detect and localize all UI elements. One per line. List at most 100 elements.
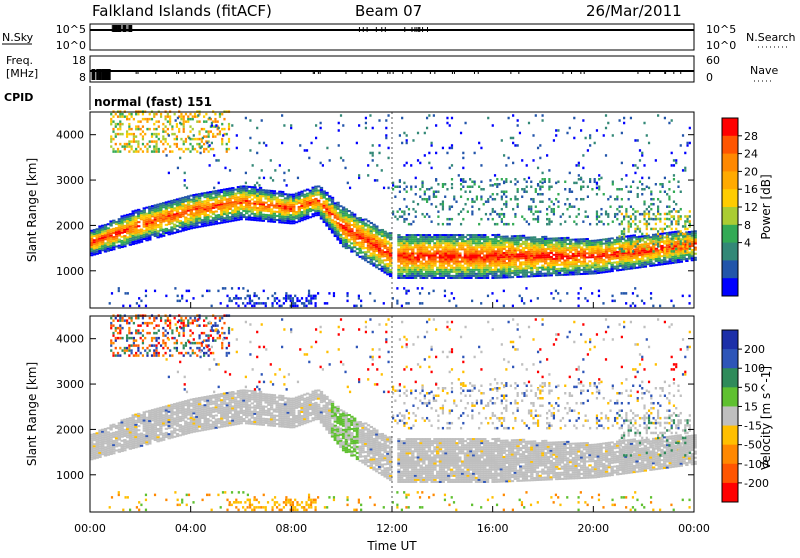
power-cell [684, 215, 686, 217]
power-cell [412, 200, 414, 202]
power-cell [535, 205, 537, 207]
power-cell [689, 127, 691, 129]
power-cell [112, 150, 114, 152]
power-cell [426, 127, 428, 129]
power-cell [406, 139, 408, 141]
power-cell [185, 140, 187, 142]
power-cell [453, 236, 456, 238]
power-cell [228, 128, 230, 130]
power-cell [659, 213, 661, 215]
power-cell [589, 223, 591, 225]
power-cell [245, 182, 247, 184]
power-cell [643, 200, 645, 202]
power-cell [364, 259, 367, 261]
power-cell [621, 198, 623, 200]
power-cell [461, 238, 464, 240]
beam-title: Beam 07 [355, 2, 422, 20]
power-cell [117, 128, 119, 130]
power-cell [646, 213, 648, 215]
power-cell [137, 221, 140, 223]
power-cell [621, 188, 623, 190]
power-cell [155, 120, 157, 122]
power-cell [153, 115, 155, 117]
power-cell [563, 251, 566, 253]
power-cell [345, 243, 348, 245]
power-cell [526, 190, 528, 192]
power-cell [523, 218, 525, 220]
power-cell [394, 215, 396, 217]
power-cell [680, 261, 683, 263]
power-cell [112, 128, 114, 130]
power-cell [637, 139, 639, 141]
power-cell [265, 144, 267, 146]
power-cell [359, 217, 362, 219]
power-cell [245, 172, 247, 174]
power-cell [406, 205, 408, 207]
power-cell [419, 261, 422, 263]
power-cell [575, 223, 577, 225]
power-cell [137, 140, 139, 142]
power-cell [630, 223, 632, 225]
power-cell [671, 220, 673, 222]
power-cell [596, 193, 598, 195]
power-cell [625, 215, 627, 217]
power-cell [686, 233, 688, 235]
power-cell [666, 213, 668, 215]
power-cell [532, 159, 534, 161]
power-cell [424, 132, 426, 134]
power-cell [668, 181, 670, 183]
power-cell [619, 210, 621, 212]
power-cell [496, 186, 498, 188]
power-cell [410, 223, 412, 225]
power-cell [514, 198, 516, 200]
power-cell [115, 125, 117, 127]
power-cell [492, 193, 494, 195]
power-cell [671, 210, 673, 212]
power-cell [469, 244, 472, 246]
power-cell [121, 115, 123, 117]
power-cell [442, 186, 444, 188]
power-cell [544, 181, 546, 183]
power-cell [558, 260, 561, 262]
power-cell [401, 305, 403, 307]
power-cell [433, 193, 435, 195]
power-cell [462, 186, 464, 188]
power-cell [603, 134, 605, 136]
power-cell [646, 233, 648, 235]
power-cell [202, 137, 204, 139]
power-cell [514, 251, 517, 253]
power-cell [436, 248, 439, 250]
power-cell [178, 128, 180, 130]
power-cell [397, 210, 399, 212]
power-cell [492, 208, 494, 210]
power-cell [208, 290, 210, 292]
power-cell [664, 223, 666, 225]
power-cell [177, 295, 179, 297]
power-cell [650, 218, 652, 220]
power-cell [580, 198, 582, 200]
power-cell [442, 265, 445, 267]
power-cell [399, 215, 401, 217]
power-cell [214, 113, 216, 115]
power-cell [231, 287, 233, 289]
power-cell [378, 119, 380, 121]
power-cell [671, 243, 673, 245]
power-cell [342, 207, 345, 209]
power-cell [126, 143, 128, 145]
power-cell [217, 290, 219, 292]
power-cell [460, 210, 462, 212]
power-cell [646, 223, 648, 225]
power-cell [483, 188, 485, 190]
power-cell [657, 205, 659, 207]
power-cell [131, 140, 133, 142]
power-cell [511, 245, 514, 247]
power-cell [505, 181, 507, 183]
power-cell [205, 135, 207, 137]
power-cell [652, 248, 654, 250]
power-cell [177, 117, 179, 119]
power-cell [119, 125, 121, 127]
power-cell [324, 302, 326, 304]
power-cell [580, 188, 582, 190]
power-cell [677, 181, 679, 183]
power-cell [198, 133, 200, 135]
